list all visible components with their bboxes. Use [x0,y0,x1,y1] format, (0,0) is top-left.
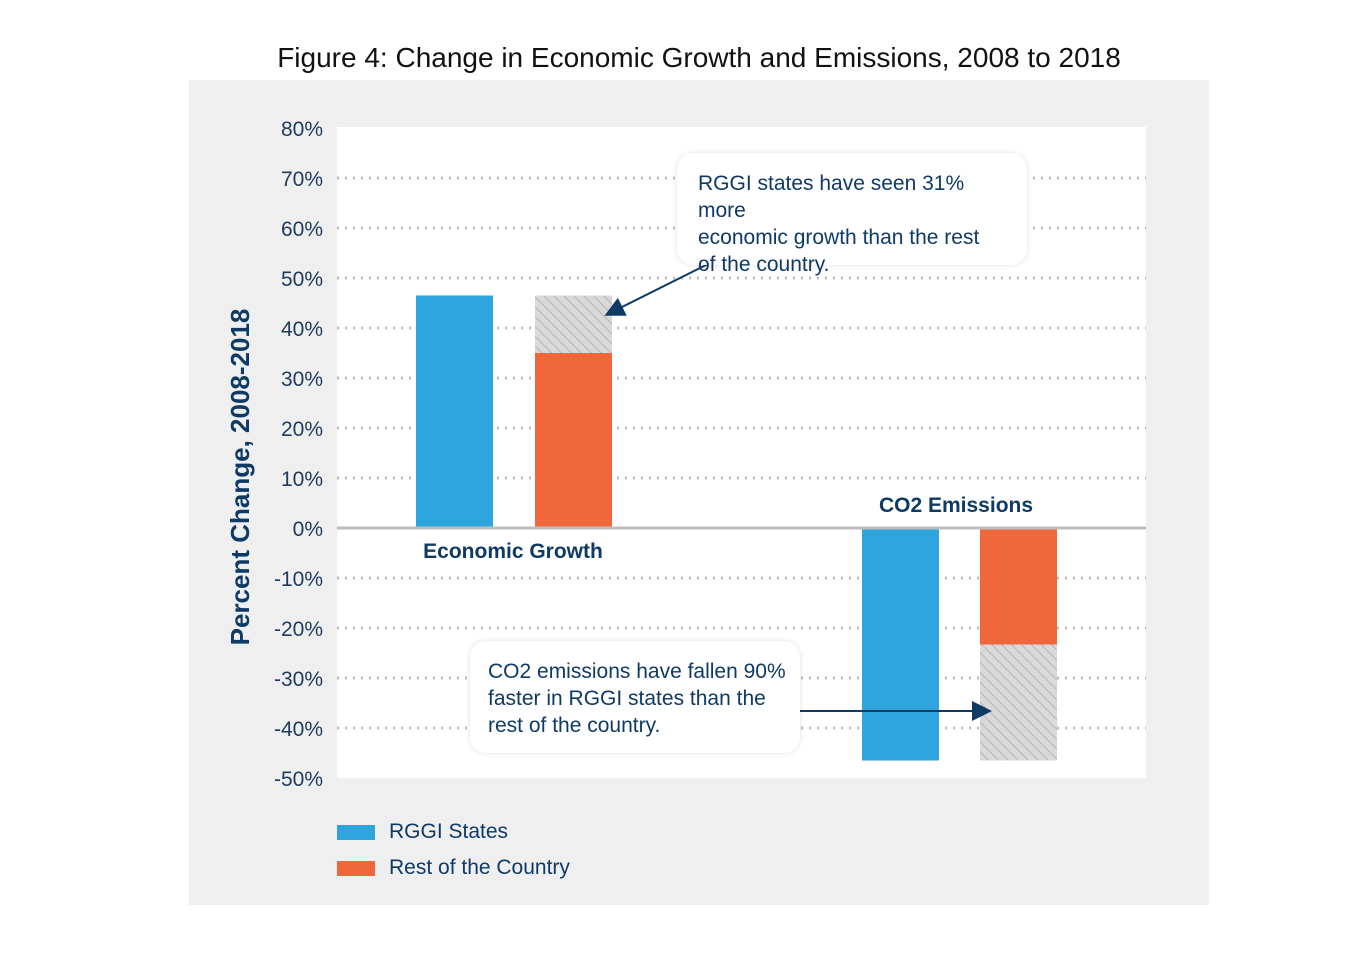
callout-growth-line-2: economic growth than the rest [698,226,980,249]
legend-item-rest: Rest of the Country [337,856,570,880]
legend-label-rggi: RGGI States [389,820,509,843]
legend-label-rest: Rest of the Country [389,856,570,879]
y-tick-label: 60% [281,218,323,241]
bar-rggi-states [416,295,493,528]
y-tick-label: 20% [281,418,323,441]
bar-rest-of-country [535,353,612,528]
y-tick-label: 0% [293,518,323,541]
bar-rest-of-country [980,528,1057,645]
legend-item-rggi: RGGI States [337,820,508,844]
bars [416,295,1057,761]
y-tick-label: 70% [281,168,323,191]
y-tick-label: -30% [274,668,323,691]
category-label-economic-growth: Economic Growth [423,540,603,563]
callout-growth-line-1: RGGI states have seen 31% more [698,172,965,222]
y-tick-label: 80% [281,118,323,141]
legend-swatch-rggi [337,824,375,840]
y-tick-label: 10% [281,468,323,491]
y-tick-label: 30% [281,368,323,391]
bar-rggi-states [862,528,939,761]
category-label-co2-emissions: CO2 Emissions [879,494,1033,517]
y-tick-labels: 80% 70% 60% 50% 40% 30% 20% 10% 0% -10% -20% -30% -4… [274,118,323,791]
y-tick-label: -10% [274,568,323,591]
y-tick-label: 50% [281,268,323,291]
legend-swatch-rest [337,860,375,876]
callout-emissions-line-1: CO2 emissions have fallen 90% [488,660,786,683]
callout-emissions: CO2 emissions have fallen 90% faster in … [470,641,800,753]
callout-emissions-line-2: faster in RGGI states than the [488,687,766,710]
callout-emissions-line-3: rest of the country. [488,714,661,737]
y-axis-label: Percent Change, 2008-2018 [225,309,255,646]
y-tick-label: 40% [281,318,323,341]
callout-growth: RGGI states have seen 31% more economic … [677,153,1027,276]
chart-title: Figure 4: Change in Economic Growth and … [277,42,1121,73]
y-tick-label: -20% [274,618,323,641]
callout-growth-line-3: of the country. [698,253,830,276]
callout-arrow-growth [604,257,721,316]
y-tick-label: -50% [274,768,323,791]
y-tick-label: -40% [274,718,323,741]
